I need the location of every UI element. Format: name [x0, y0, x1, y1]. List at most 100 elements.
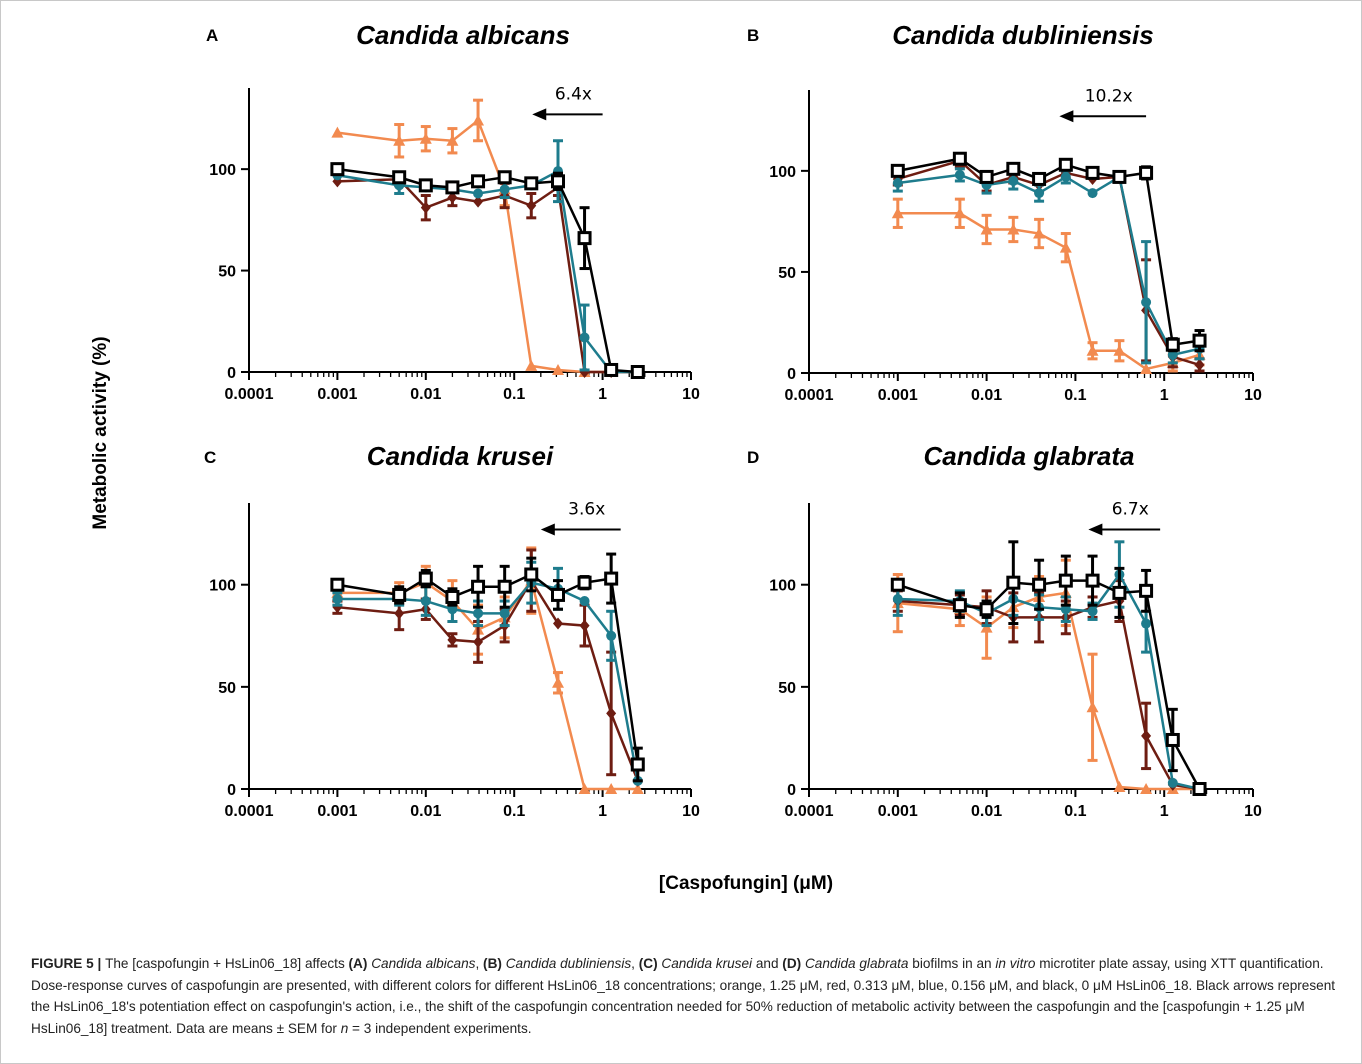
- x-tick-label: 1: [1160, 803, 1169, 820]
- caption-run: (D): [782, 956, 805, 971]
- x-tick-label: 0.01: [971, 803, 1002, 820]
- data-point: [552, 363, 565, 375]
- series-blue: [332, 139, 643, 377]
- series-black: [330, 162, 645, 379]
- data-point: [892, 594, 903, 605]
- data-point: [630, 365, 645, 379]
- data-point: [473, 188, 484, 199]
- caption-run: in vitro: [995, 956, 1036, 971]
- data-point: [630, 757, 645, 772]
- x-tick-label: 0.0001: [225, 803, 274, 820]
- fold-arrow-head: [1059, 110, 1074, 123]
- y-tick-label: 100: [769, 164, 796, 181]
- x-tick-label: 1: [598, 386, 607, 403]
- x-axis-label: [Caspofungin] (μM): [659, 873, 833, 894]
- x-tick-label: 0.1: [503, 803, 525, 820]
- caption-run: biofilms in an: [908, 956, 996, 971]
- data-point: [497, 579, 512, 594]
- data-point: [472, 114, 485, 126]
- data-point: [1006, 575, 1021, 590]
- data-point: [1139, 583, 1154, 598]
- data-point: [606, 630, 617, 641]
- data-point: [418, 178, 433, 193]
- data-point: [1059, 241, 1072, 253]
- fold-arrow-head: [540, 523, 555, 536]
- y-axis-label: Metabolic activity (%): [90, 336, 111, 529]
- data-point: [952, 151, 967, 166]
- data-point: [579, 596, 590, 607]
- data-point: [980, 223, 993, 235]
- x-tick-label: 0.0001: [785, 803, 834, 820]
- data-point: [497, 170, 512, 185]
- data-point: [1032, 171, 1047, 186]
- data-point: [419, 132, 432, 144]
- caption-run: ,: [631, 956, 639, 971]
- x-tick-label: 0.1: [503, 386, 525, 403]
- data-point: [1008, 175, 1019, 186]
- panel-title: Candida albicans: [356, 20, 570, 50]
- x-tick-label: 0.01: [410, 386, 441, 403]
- data-point: [551, 174, 566, 189]
- data-point: [420, 201, 431, 214]
- data-point: [980, 621, 993, 633]
- caption-run: = 3 independent experiments.: [348, 1020, 532, 1036]
- y-tick-label: 0: [227, 365, 236, 382]
- series-blue: [332, 560, 643, 786]
- data-point: [1192, 782, 1207, 796]
- data-point: [1112, 169, 1127, 184]
- x-tick-label: 10: [1244, 803, 1262, 820]
- data-point: [1032, 577, 1047, 592]
- data-point: [552, 676, 565, 688]
- data-point: [1058, 157, 1073, 172]
- series-line: [337, 573, 640, 765]
- series-blue: [892, 167, 1205, 365]
- caption-run: Candida albicans: [371, 956, 476, 971]
- data-point: [1165, 732, 1180, 747]
- data-point: [447, 604, 458, 615]
- data-point: [1141, 729, 1152, 742]
- data-point: [551, 587, 566, 602]
- series-line: [337, 118, 638, 374]
- x-tick-label: 10: [682, 386, 700, 403]
- data-point: [953, 207, 966, 219]
- fold-arrow-head: [1088, 523, 1103, 536]
- y-tick-label: 0: [227, 782, 236, 799]
- data-point: [1141, 618, 1152, 629]
- caption-run: The [caspofungin + HsLin06_18] affects: [105, 956, 349, 971]
- data-point: [1165, 337, 1180, 352]
- caption-run: (B): [483, 956, 506, 971]
- fold-arrow-head: [532, 108, 547, 121]
- data-point: [392, 587, 407, 602]
- x-tick-label: 1: [1160, 387, 1169, 404]
- data-point: [979, 602, 994, 617]
- data-point: [524, 567, 539, 582]
- caption-run: (A): [348, 956, 372, 971]
- data-point: [392, 170, 407, 185]
- data-point: [1112, 585, 1127, 600]
- data-point: [604, 571, 619, 586]
- series-orange: [331, 546, 644, 794]
- data-point: [1033, 227, 1046, 239]
- x-tick-label: 0.0001: [225, 386, 274, 403]
- data-point: [525, 359, 538, 371]
- data-point: [890, 577, 905, 592]
- data-point: [577, 231, 592, 246]
- data-point: [447, 633, 458, 646]
- x-tick-label: 0.001: [878, 803, 918, 820]
- figure-caption: FIGURE 5 | The [caspofungin + HsLin06_18…: [31, 953, 1336, 1039]
- y-tick-label: 100: [209, 162, 236, 179]
- x-tick-label: 0.1: [1064, 803, 1086, 820]
- data-point: [1006, 161, 1021, 176]
- caption-run: (C): [638, 956, 662, 971]
- panel-a: A Candida albicans 0 50 100 0.0001 0.001 0.01 0.…: [206, 20, 700, 403]
- x-tick-label: 0.001: [878, 387, 918, 404]
- series-line: [337, 169, 638, 374]
- caption-run: FIGURE 5 |: [31, 956, 106, 971]
- data-point: [577, 575, 592, 590]
- x-tick-label: 10: [682, 803, 700, 820]
- data-point: [892, 177, 903, 188]
- panel-title: Candida dubliniensis: [892, 20, 1153, 50]
- data-point: [526, 199, 537, 212]
- series-orange: [891, 197, 1206, 374]
- x-tick-label: 10: [1244, 387, 1262, 404]
